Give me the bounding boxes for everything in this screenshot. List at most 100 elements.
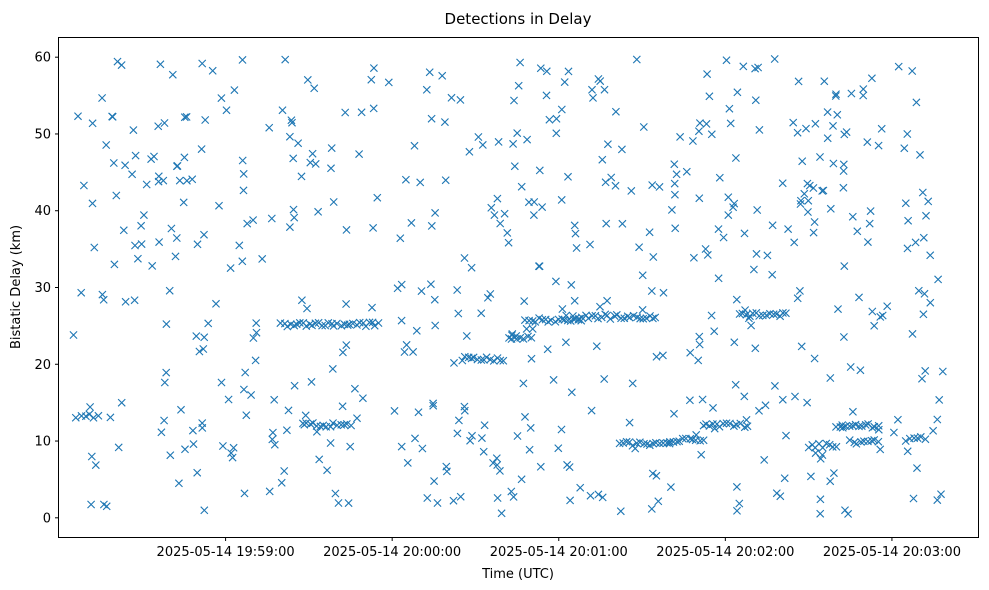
data-point <box>99 295 108 304</box>
data-point <box>270 395 279 404</box>
data-point <box>482 353 491 362</box>
data-point <box>919 233 928 242</box>
data-point <box>778 395 787 404</box>
data-point <box>649 253 658 261</box>
data-point <box>672 170 681 179</box>
data-point <box>642 314 651 323</box>
data-point <box>784 225 793 234</box>
data-point <box>374 319 383 327</box>
data-point <box>755 125 764 134</box>
data-point <box>495 466 504 475</box>
data-point <box>160 378 169 387</box>
data-point <box>839 160 848 169</box>
data-point <box>109 159 118 167</box>
data-point <box>355 150 364 159</box>
data-point <box>98 290 107 299</box>
data-point <box>753 206 762 214</box>
data-point <box>252 319 261 328</box>
data-point <box>592 342 601 351</box>
data-point <box>671 224 680 233</box>
data-point <box>510 162 519 171</box>
data-point <box>112 191 121 200</box>
data-point <box>106 413 115 422</box>
data-point <box>268 428 277 437</box>
data-point <box>494 137 503 146</box>
data-point <box>174 479 183 488</box>
data-point <box>477 309 486 318</box>
data-point <box>308 149 317 158</box>
data-point <box>268 435 277 444</box>
data-point <box>921 435 930 444</box>
data-point <box>731 154 740 162</box>
data-point <box>678 434 687 443</box>
data-point <box>933 496 942 505</box>
data-point <box>456 492 465 501</box>
data-point <box>845 436 854 445</box>
data-point <box>168 70 177 79</box>
data-point <box>289 154 298 163</box>
y-tick-label: 60 <box>34 51 51 66</box>
data-point <box>79 181 88 190</box>
data-point <box>453 286 462 294</box>
data-point <box>469 353 478 362</box>
data-point <box>342 341 351 350</box>
data-point <box>519 379 528 388</box>
data-point <box>603 296 612 305</box>
data-point <box>139 211 148 220</box>
data-point <box>901 437 910 445</box>
data-point <box>87 452 96 461</box>
data-point <box>390 406 399 415</box>
data-point <box>162 368 171 377</box>
data-point <box>414 408 423 417</box>
data-point <box>828 442 837 451</box>
data-point <box>160 119 169 127</box>
data-point <box>796 196 805 205</box>
data-point <box>640 439 648 448</box>
data-point <box>108 112 117 121</box>
data-point <box>479 447 488 456</box>
data-point <box>416 178 425 187</box>
data-point <box>688 435 697 444</box>
data-point <box>628 379 637 388</box>
data-point <box>512 332 521 340</box>
data-point <box>497 509 506 518</box>
data-point <box>483 293 492 302</box>
data-point <box>649 439 658 448</box>
data-point <box>458 356 467 365</box>
data-point <box>855 293 863 302</box>
data-point <box>554 315 563 324</box>
data-point <box>666 483 675 492</box>
data-point <box>493 461 502 469</box>
data-point <box>474 133 483 141</box>
data-point <box>632 55 641 64</box>
data-point <box>331 489 340 498</box>
data-point <box>342 225 351 234</box>
data-point <box>803 179 812 188</box>
data-point <box>741 306 750 315</box>
data-point <box>201 116 210 124</box>
data-point <box>217 378 226 387</box>
data-point <box>277 478 286 487</box>
x-tick-label: 2025-05-14 20:01:00 <box>490 545 628 560</box>
data-point <box>307 377 316 386</box>
data-point <box>729 422 738 431</box>
data-point <box>300 420 309 429</box>
data-point <box>715 173 724 182</box>
data-point <box>542 91 551 100</box>
data-point <box>218 442 227 450</box>
data-point <box>798 157 807 166</box>
data-point <box>874 141 883 150</box>
data-point <box>477 356 486 364</box>
data-point <box>900 144 909 153</box>
data-point <box>69 331 78 339</box>
data-point <box>503 228 512 237</box>
data-point <box>816 509 825 518</box>
data-point <box>222 106 231 115</box>
data-point <box>562 311 571 320</box>
data-point <box>441 176 450 185</box>
data-point <box>504 238 513 247</box>
data-point <box>648 469 657 478</box>
data-point <box>294 139 303 148</box>
data-point <box>770 381 779 390</box>
